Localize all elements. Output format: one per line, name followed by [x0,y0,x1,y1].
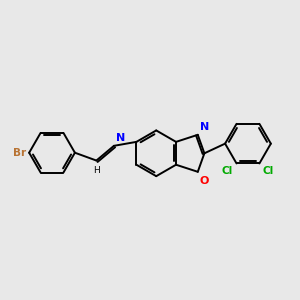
Text: N: N [116,133,125,143]
Text: N: N [200,122,209,132]
Text: Cl: Cl [263,166,274,176]
Text: Br: Br [14,148,26,158]
Text: H: H [93,166,100,175]
Text: Cl: Cl [222,166,233,176]
Text: O: O [200,176,209,186]
